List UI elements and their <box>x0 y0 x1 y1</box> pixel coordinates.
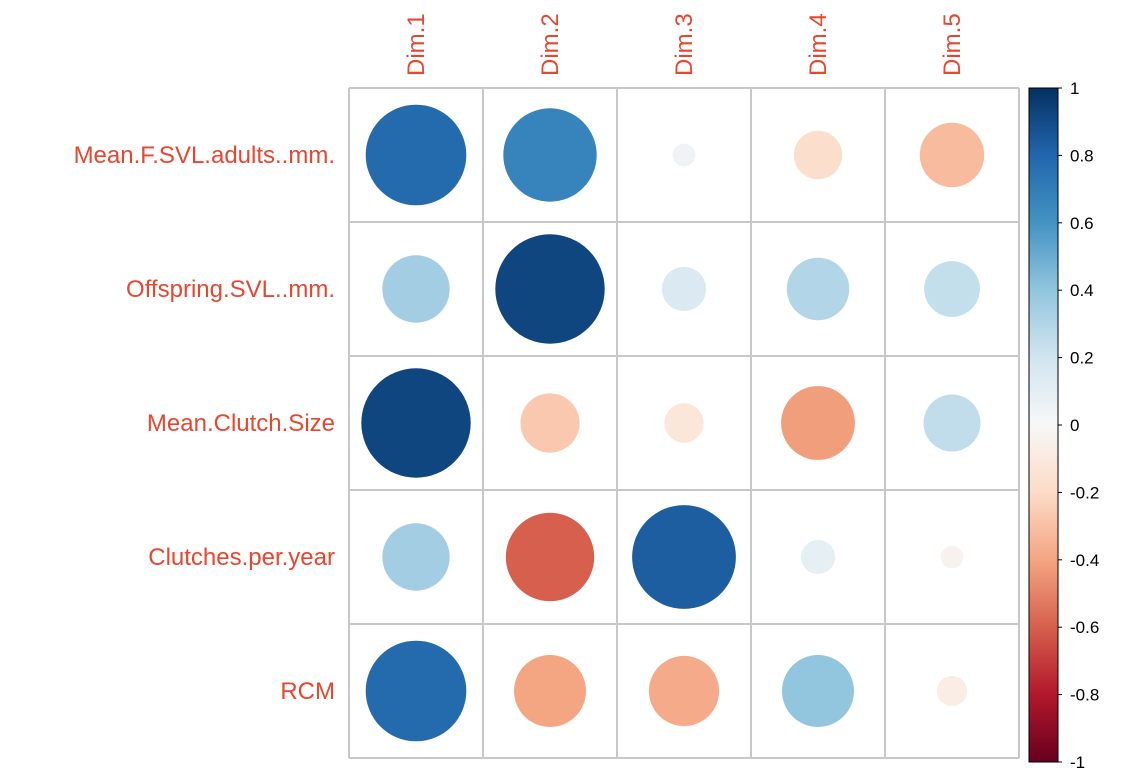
row-label: Clutches.per.year <box>148 544 335 571</box>
colorbar-tick-label: -1 <box>1070 753 1085 772</box>
row-label: Mean.F.SVL.adults..mm. <box>74 142 335 169</box>
correlation-circle-Offspring.SVL..mm.-Dim.5 <box>924 261 980 317</box>
grid-layer <box>348 87 1020 759</box>
colorbar-tick-label: -0.4 <box>1070 551 1099 570</box>
correlation-circle-Mean.F.SVL.adults..mm.-Dim.4 <box>793 130 843 180</box>
colorbar: 1 0.8 0.6 0.4 0.2 0 -0.2 -0.4 -0.6 -0.8 -1 <box>1028 79 1099 772</box>
row-labels: Mean.F.SVL.adults..mm. Offspring.SVL..mm.… <box>74 142 335 705</box>
correlation-circle-Clutches.per.year-Dim.5 <box>940 545 964 569</box>
correlation-circle-Offspring.SVL..mm.-Dim.1 <box>382 255 450 323</box>
correlation-circle-Clutches.per.year-Dim.2 <box>505 512 595 602</box>
colorbar-tick-label: 0.4 <box>1070 281 1094 300</box>
column-label: Dim.4 <box>805 13 832 76</box>
correlation-circle-RCM-Dim.3 <box>648 655 720 727</box>
correlation-circle-Mean.F.SVL.adults..mm.-Dim.3 <box>672 143 696 167</box>
correlation-circle-Mean.Clutch.Size-Dim.1 <box>361 368 471 478</box>
correlation-circle-Mean.F.SVL.adults..mm.-Dim.5 <box>919 122 985 188</box>
colorbar-tick-label: 0 <box>1070 416 1079 435</box>
colorbar-tick-label: -0.2 <box>1070 483 1099 502</box>
colorbar-tick-label: -0.6 <box>1070 618 1099 637</box>
correlation-circle-RCM-Dim.2 <box>514 655 586 727</box>
column-label: Dim.3 <box>671 13 698 76</box>
correlation-circle-Offspring.SVL..mm.-Dim.3 <box>661 266 707 312</box>
colorbar-tick-label: -0.8 <box>1070 686 1099 705</box>
column-label: Dim.5 <box>939 13 966 76</box>
row-label: Offspring.SVL..mm. <box>126 276 335 303</box>
correlation-circle-Clutches.per.year-Dim.3 <box>632 505 736 609</box>
column-labels: Dim.1 Dim.2 Dim.3 Dim.4 Dim.5 <box>403 13 966 76</box>
correlation-circle-Offspring.SVL..mm.-Dim.2 <box>495 234 605 344</box>
correlation-circle-Mean.F.SVL.adults..mm.-Dim.2 <box>503 108 597 202</box>
correlation-circle-Mean.Clutch.Size-Dim.2 <box>520 393 580 453</box>
colorbar-tick-label: 0.2 <box>1070 349 1094 368</box>
circle-layer <box>361 104 985 742</box>
colorbar-tick-label: 1 <box>1070 79 1079 98</box>
colorbar-gradient <box>1028 87 1059 763</box>
correlation-circle-Mean.Clutch.Size-Dim.3 <box>664 403 704 443</box>
correlation-circle-Mean.F.SVL.adults..mm.-Dim.1 <box>365 104 467 206</box>
column-label: Dim.1 <box>403 13 430 76</box>
colorbar-tick-label: 0.6 <box>1070 214 1094 233</box>
column-label: Dim.2 <box>537 13 564 76</box>
colorbar-tick-label: 0.8 <box>1070 146 1094 165</box>
correlation-circle-Offspring.SVL..mm.-Dim.4 <box>786 257 850 321</box>
correlation-circle-Mean.Clutch.Size-Dim.4 <box>781 386 855 460</box>
correlation-circle-Mean.Clutch.Size-Dim.5 <box>923 394 981 452</box>
row-label: Mean.Clutch.Size <box>147 410 335 437</box>
correlation-circle-RCM-Dim.5 <box>936 675 968 707</box>
correlation-circle-Clutches.per.year-Dim.4 <box>800 539 836 575</box>
correlation-circle-RCM-Dim.4 <box>782 655 854 727</box>
correlation-circle-RCM-Dim.1 <box>365 640 467 742</box>
correlation-circle-Clutches.per.year-Dim.1 <box>382 523 450 591</box>
row-label: RCM <box>280 678 335 705</box>
